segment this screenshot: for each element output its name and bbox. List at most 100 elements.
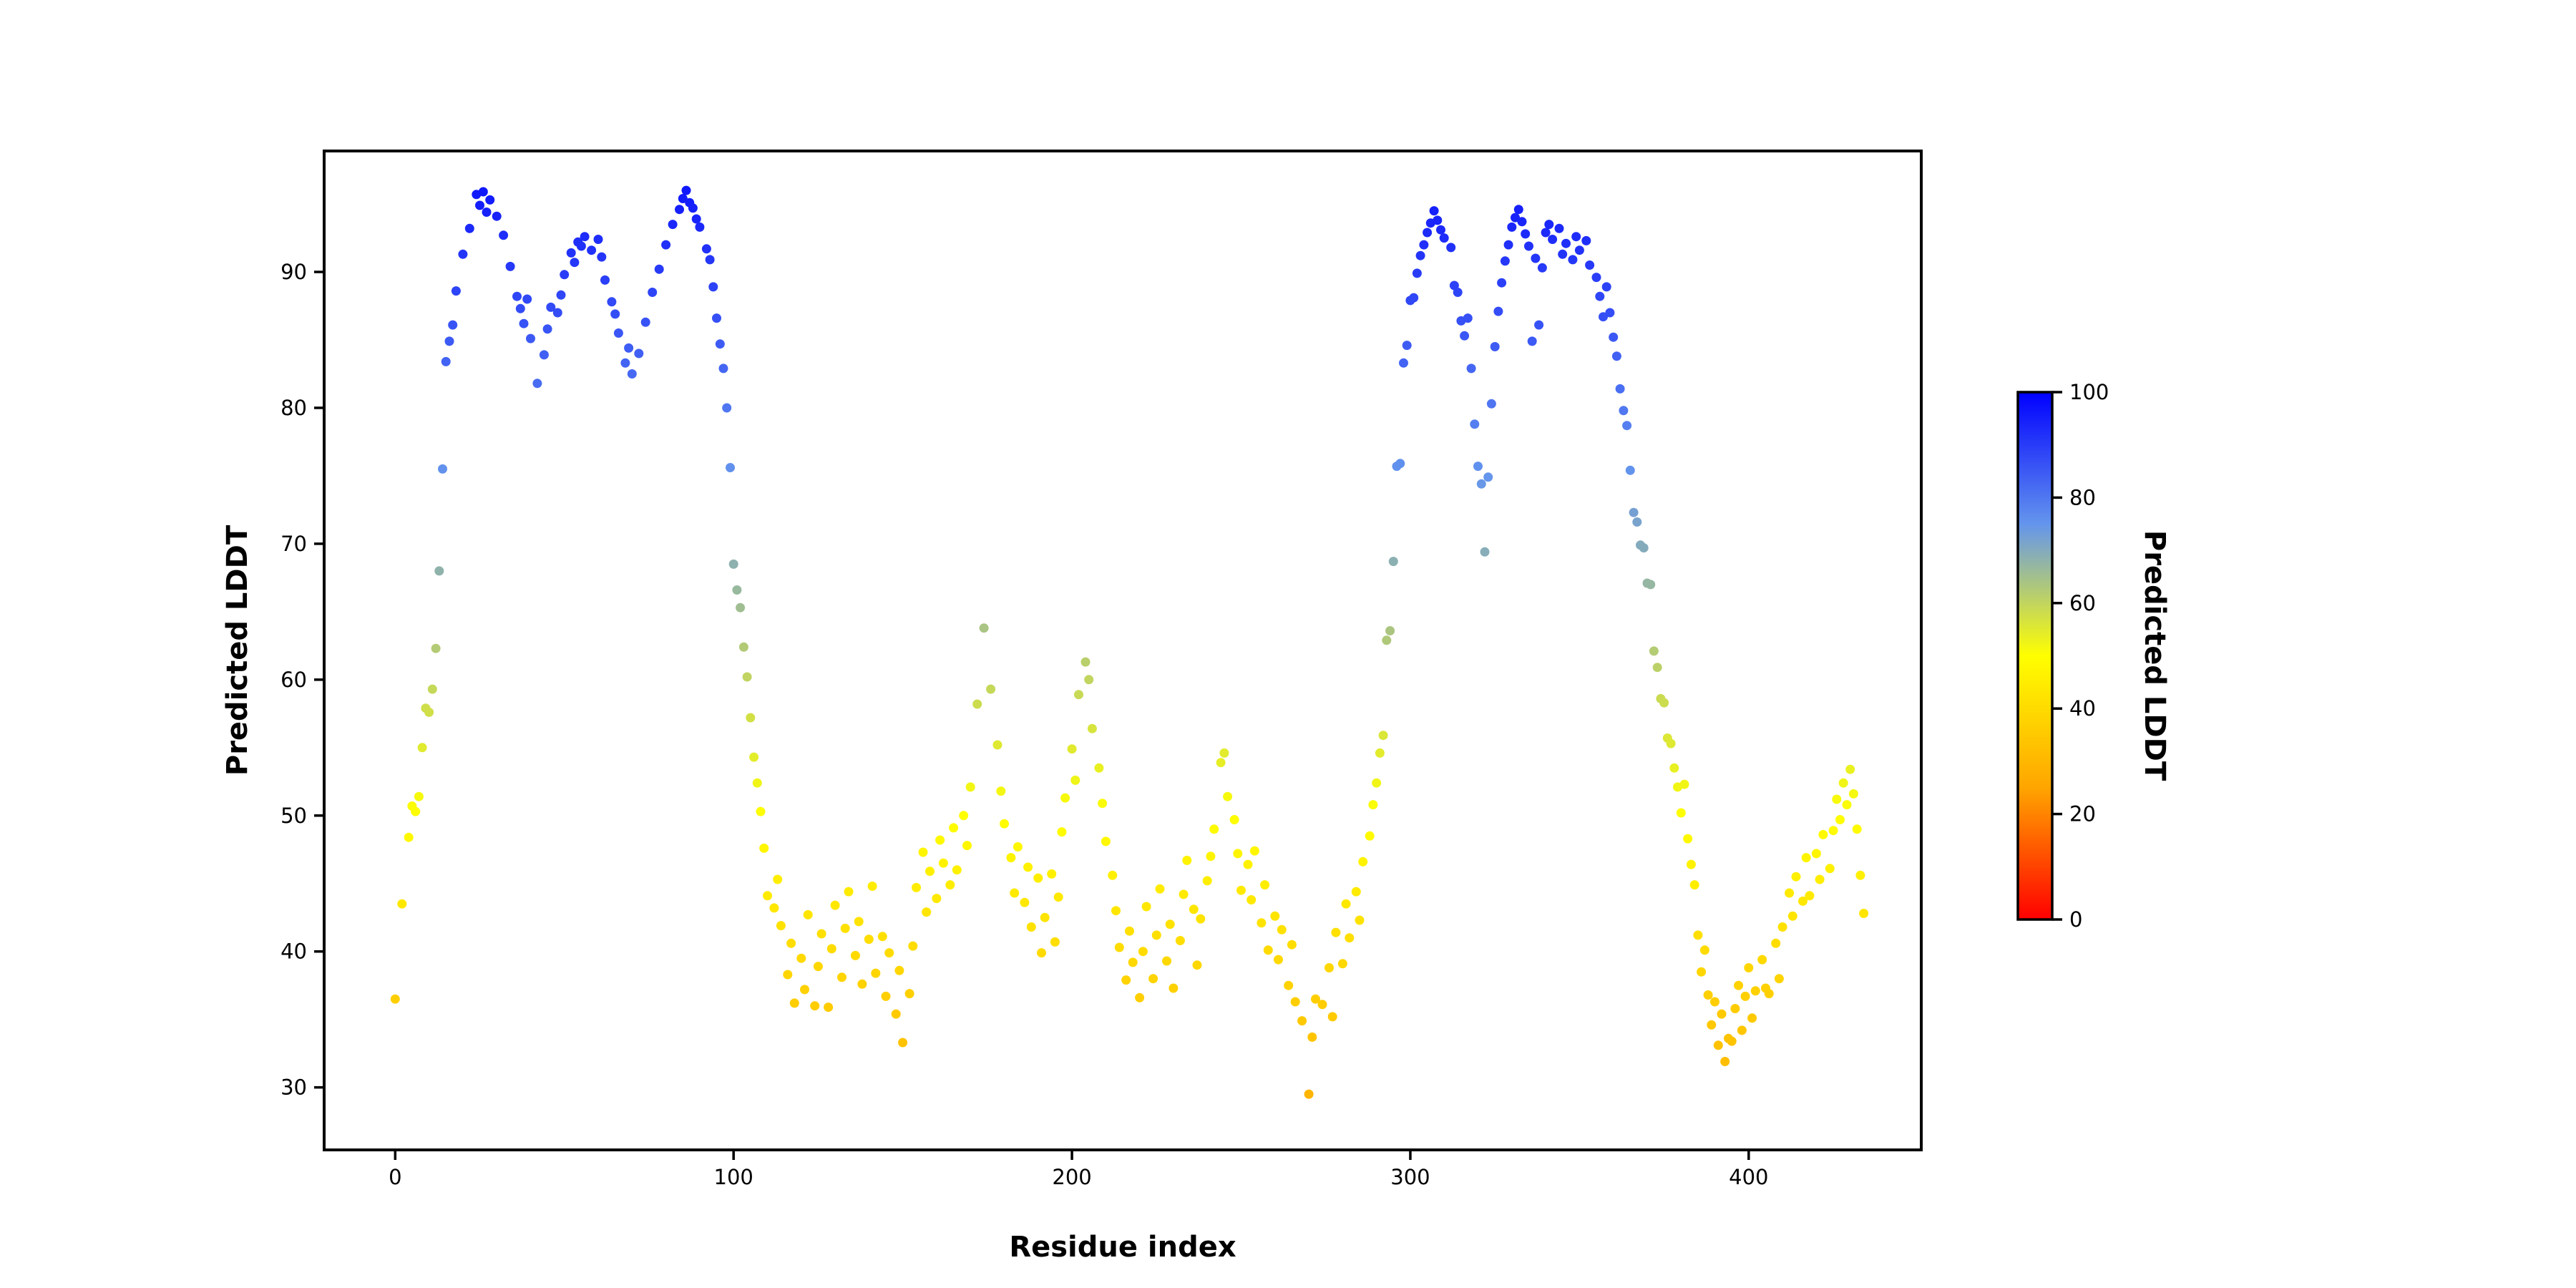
scatter-point (1548, 235, 1558, 244)
scatter-point (1297, 1016, 1307, 1026)
scatter-point (1033, 873, 1043, 883)
scatter-point (1521, 229, 1531, 239)
scatter-point (1412, 268, 1422, 278)
scatter-point (912, 882, 921, 892)
y-tick-label: 90 (280, 260, 307, 284)
y-tick-label: 70 (280, 532, 307, 556)
scatter-point (810, 1001, 820, 1011)
scatter-point (1585, 260, 1595, 270)
scatter-point (1368, 800, 1378, 810)
scatter-point (952, 865, 962, 875)
scatter-point (1747, 1013, 1757, 1023)
scatter-point (789, 998, 799, 1008)
scatter-point (972, 699, 982, 709)
scatter-point (1574, 245, 1584, 255)
scatter-point (1209, 824, 1219, 834)
scatter-point (1436, 225, 1445, 235)
scatter-point (1785, 888, 1795, 898)
scatter-point (448, 320, 458, 330)
scatter-point (1020, 897, 1030, 907)
scatter-point (1141, 902, 1151, 912)
scatter-point (1666, 738, 1676, 748)
scatter-point (1825, 864, 1835, 874)
scatter-point (826, 944, 836, 954)
scatter-point (1382, 635, 1392, 645)
scatter-point (705, 255, 715, 265)
scatter-point (1355, 915, 1365, 925)
scatter-point (965, 782, 975, 792)
scatter-point (1503, 240, 1513, 250)
scatter-point (576, 241, 586, 251)
scatter-point (1023, 862, 1033, 872)
scatter-point (492, 211, 502, 221)
scatter-point (1625, 465, 1635, 475)
scatter-point (844, 887, 854, 897)
scatter-point (522, 294, 532, 304)
scatter-point (458, 249, 468, 259)
scatter-point (1615, 384, 1625, 394)
scatter-point (1324, 963, 1334, 972)
scatter-point (1787, 911, 1797, 921)
x-tick-label: 400 (1729, 1165, 1768, 1189)
scatter-point (816, 929, 826, 939)
scatter-point (661, 240, 671, 250)
scatter-point (417, 743, 427, 753)
scatter-point (1686, 859, 1696, 869)
scatter-points (390, 185, 1869, 1099)
scatter-point (1169, 983, 1179, 993)
scatter-point (712, 313, 721, 323)
scatter-point (648, 288, 658, 297)
scatter-point (1257, 918, 1267, 928)
x-axis-label: Residue index (1009, 1231, 1236, 1264)
scatter-point (1828, 826, 1838, 836)
scatter-point (1689, 880, 1699, 890)
scatter-point (749, 752, 759, 762)
scatter-point (505, 261, 515, 271)
scatter-point (894, 965, 904, 975)
scatter-point (1639, 543, 1649, 553)
scatter-point (803, 909, 813, 919)
scatter-point (427, 684, 437, 694)
scatter-point (681, 185, 691, 195)
scatter-point (1108, 870, 1118, 880)
scatter-point (738, 642, 748, 652)
scatter-point (1121, 975, 1131, 985)
scatter-point (1801, 853, 1811, 863)
scatter-point (620, 358, 630, 368)
scatter-point (1470, 419, 1480, 429)
scatter-point (482, 208, 492, 217)
scatter-point (691, 214, 701, 224)
scatter-point (1703, 990, 1713, 1000)
scatter-point (499, 230, 509, 240)
scatter-point (560, 270, 570, 280)
scatter-point (992, 740, 1002, 750)
scatter-point (587, 245, 597, 255)
scatter-point (1493, 306, 1503, 316)
scatter-point (542, 324, 552, 334)
scatter-point (485, 195, 495, 205)
scatter-point (1372, 778, 1382, 788)
scatter-point (884, 948, 894, 958)
scatter-point (1365, 831, 1375, 841)
x-tick-label: 100 (714, 1165, 753, 1189)
scatter-point (1507, 222, 1517, 232)
scatter-point (512, 291, 522, 301)
scatter-point (1260, 880, 1270, 890)
scatter-point (932, 894, 942, 904)
scatter-point (1246, 895, 1257, 904)
y-tick-label: 30 (280, 1075, 307, 1100)
scatter-point (1290, 997, 1300, 1007)
scatter-point (434, 566, 444, 576)
scatter-point (688, 203, 698, 213)
scatter-point (959, 811, 969, 821)
scatter-point (1206, 852, 1216, 862)
y-axis-ticks: 30 40 50 60 70 80 90 (280, 260, 324, 1100)
scatter-point (1740, 991, 1750, 1001)
scatter-point (763, 891, 772, 901)
colorbar: 0 20 40 60 80 100 Predicted LDDT (2016, 380, 2171, 932)
scatter-point (773, 874, 783, 884)
scatter-point (1611, 351, 1621, 361)
scatter-point (695, 222, 705, 232)
scatter-point (728, 559, 738, 569)
